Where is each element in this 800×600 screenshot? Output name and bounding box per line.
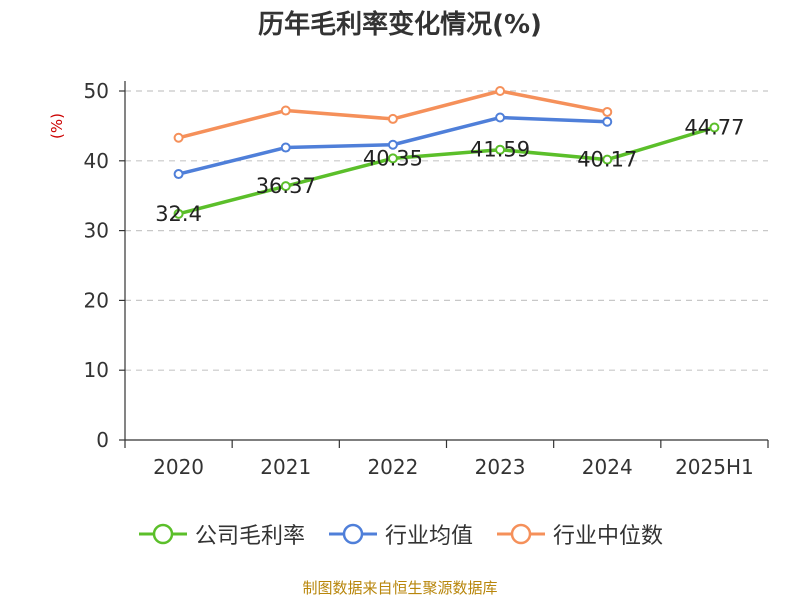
x-tick-label: 2025H1: [675, 455, 754, 479]
data-label: 40.35: [363, 146, 423, 170]
series-line: [178, 125, 715, 216]
legend-item[interactable]: 公司毛利率: [137, 518, 305, 550]
data-point: [280, 181, 291, 192]
data-point: [387, 153, 398, 164]
data-point: [602, 106, 613, 117]
y-tick-label: 40: [84, 149, 109, 173]
data-point: [602, 116, 613, 127]
data-point: [709, 122, 720, 133]
legend-marker-icon: [328, 523, 377, 545]
y-axis-title: (%): [48, 113, 66, 139]
data-point: [602, 154, 613, 165]
data-point: [173, 169, 184, 180]
data-label: 44.77: [684, 116, 744, 140]
data-point: [280, 142, 291, 153]
legend-label: 公司毛利率: [194, 524, 305, 549]
data-label: 41.59: [470, 138, 530, 162]
legend-marker-icon: [138, 523, 187, 545]
chart-title: 历年毛利率变化情况(%): [258, 10, 542, 40]
legend-item[interactable]: 行业中位数: [495, 518, 663, 550]
legend-item[interactable]: 行业均值: [327, 518, 473, 550]
legend-marker-icon: [497, 523, 545, 545]
data-point: [495, 86, 506, 96]
source-text: 制图数据来自恒生聚源数据库: [302, 579, 498, 597]
data-point: [173, 132, 184, 143]
x-tick-label: 2020: [153, 455, 204, 479]
x-tick-label: 2023: [475, 455, 526, 479]
data-label: 32.4: [155, 202, 202, 226]
data-point: [495, 144, 506, 155]
y-tick-label: 0: [96, 428, 109, 452]
data-point: [495, 112, 506, 123]
y-tick-label: 50: [84, 79, 109, 103]
legend-label: 行业均值: [384, 524, 473, 549]
data-point: [387, 113, 398, 124]
y-tick-label: 20: [84, 288, 109, 312]
data-point: [280, 105, 291, 116]
legend: 公司毛利率 行业均值 行业中位数: [0, 518, 800, 550]
y-tick-label: 10: [84, 358, 109, 382]
y-tick-label: 30: [84, 219, 109, 243]
data-point: [387, 139, 398, 150]
data-label: 36.37: [256, 174, 316, 198]
legend-label: 行业中位数: [553, 524, 664, 549]
data-point: [173, 208, 184, 219]
x-tick-label: 2021: [260, 455, 311, 479]
x-tick-label: 2022: [367, 455, 418, 479]
x-tick-label: 2024: [582, 455, 633, 479]
data-label: 40.17: [577, 148, 637, 172]
